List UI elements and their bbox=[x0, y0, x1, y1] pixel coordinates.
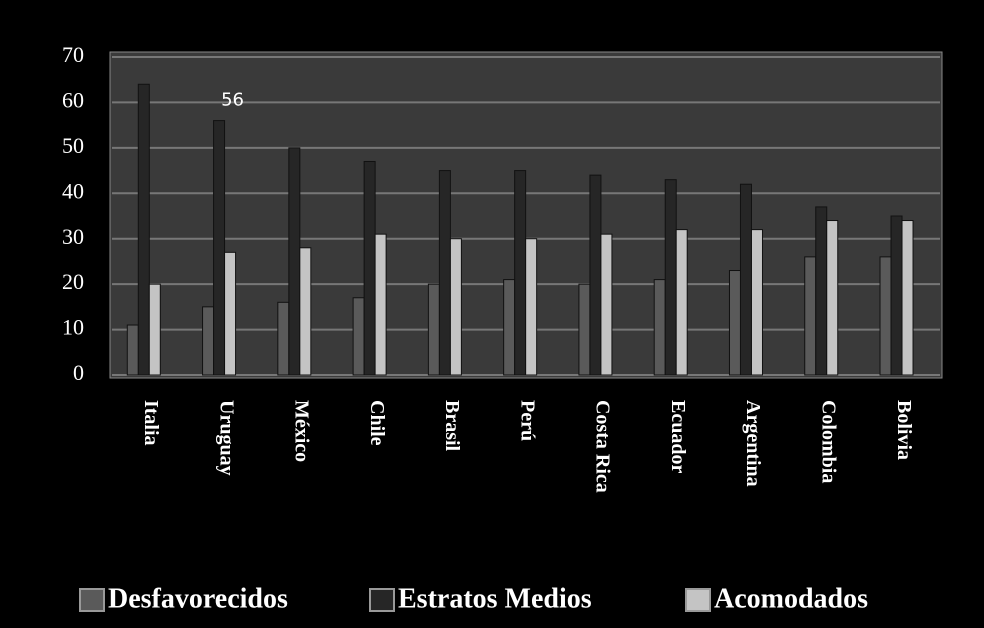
bar bbox=[363, 160, 376, 376]
legend-label: Acomodados bbox=[714, 583, 868, 614]
bar bbox=[137, 83, 150, 376]
bar bbox=[879, 256, 892, 376]
x-tick-label: México bbox=[291, 400, 313, 462]
bar bbox=[675, 229, 688, 376]
legend-swatch bbox=[369, 588, 395, 612]
y-tick-label: 50 bbox=[62, 133, 84, 158]
bar bbox=[664, 179, 677, 376]
bar bbox=[277, 301, 290, 376]
legend-label: Desfavorecidos bbox=[108, 583, 288, 614]
bar bbox=[288, 147, 301, 376]
x-tick-label: Uruguay bbox=[215, 400, 237, 476]
bar bbox=[438, 170, 451, 376]
x-tick-label: Costa Rica bbox=[592, 400, 614, 493]
bar bbox=[352, 297, 365, 376]
y-tick-label: 0 bbox=[73, 360, 84, 385]
bar bbox=[589, 174, 602, 376]
y-tick-label: 10 bbox=[62, 315, 84, 340]
bar bbox=[525, 238, 538, 376]
bar bbox=[148, 283, 161, 376]
bar bbox=[600, 233, 613, 376]
x-tick-label: Ecuador bbox=[667, 400, 689, 473]
bar bbox=[804, 256, 817, 376]
bar bbox=[890, 215, 903, 376]
bar bbox=[728, 270, 741, 376]
bar bbox=[826, 220, 839, 376]
bar bbox=[578, 283, 591, 376]
x-tick-label: Argentina bbox=[742, 400, 764, 487]
bar bbox=[224, 251, 237, 376]
bar bbox=[374, 233, 387, 376]
bar bbox=[514, 170, 527, 376]
bar bbox=[213, 120, 226, 376]
bar bbox=[449, 238, 462, 376]
data-label: 56 bbox=[221, 90, 244, 111]
y-tick-label: 40 bbox=[62, 178, 84, 203]
x-tick-label: Bolivia bbox=[893, 400, 915, 460]
bar bbox=[427, 283, 440, 376]
x-tick-label: Colombia bbox=[817, 400, 839, 483]
x-tick-label: Brasil bbox=[441, 400, 463, 452]
bar bbox=[901, 220, 914, 376]
bar bbox=[299, 247, 312, 376]
bar bbox=[503, 279, 516, 376]
y-tick-label: 70 bbox=[62, 42, 84, 67]
x-tick-label: Perú bbox=[516, 400, 538, 441]
bar bbox=[126, 324, 139, 376]
bar bbox=[815, 206, 828, 376]
y-tick-label: 20 bbox=[62, 269, 84, 294]
x-tick-label: Italia bbox=[140, 400, 162, 446]
bar bbox=[653, 279, 666, 376]
y-tick-label: 30 bbox=[62, 224, 84, 249]
legend-swatch bbox=[685, 588, 711, 612]
bar bbox=[739, 183, 752, 376]
bar bbox=[750, 229, 763, 376]
legend-label: Estratos Medios bbox=[398, 583, 592, 614]
bar bbox=[202, 306, 215, 376]
x-tick-label: Chile bbox=[366, 400, 388, 446]
legend-swatch bbox=[79, 588, 105, 612]
y-tick-label: 60 bbox=[62, 87, 84, 112]
